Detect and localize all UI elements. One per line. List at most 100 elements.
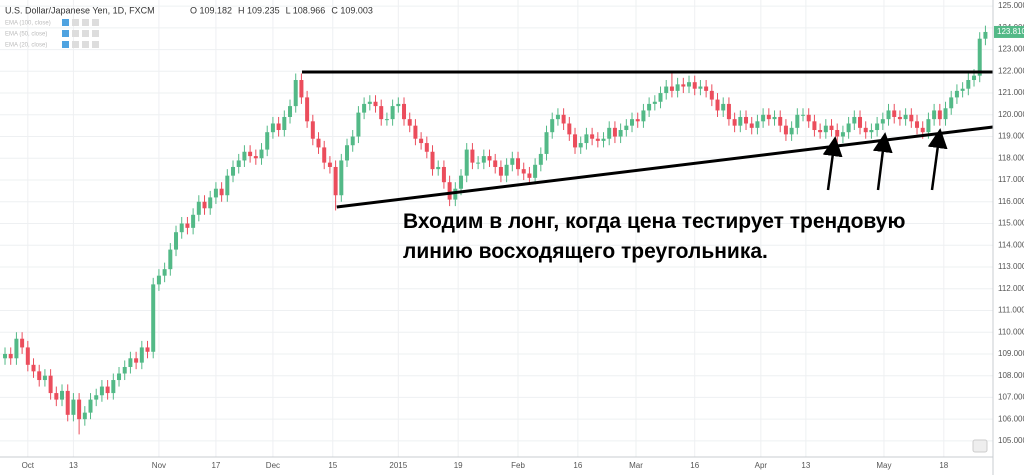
candle-body [504, 164, 509, 176]
candle-body [846, 123, 851, 133]
candle-body [744, 116, 749, 124]
candle-body [327, 162, 332, 167]
candle-body [48, 375, 53, 394]
candle-body [840, 132, 845, 137]
candle-body [721, 103, 726, 111]
x-tick-label: Apr [755, 461, 768, 470]
candle-body [481, 156, 486, 163]
candle-body [664, 86, 669, 94]
axes: 105.000 106.000 107.000 108.000 109.000 110.0… [22, 1, 1024, 470]
candle-body [390, 106, 395, 120]
candle-body [213, 188, 218, 198]
candle-body [419, 138, 424, 144]
candle-body [966, 80, 971, 89]
candle-body [601, 138, 606, 141]
indicator-button [62, 41, 69, 48]
candle-body [196, 201, 201, 215]
y-tick-label: 118.000 [998, 153, 1024, 162]
candle-body [134, 358, 139, 363]
candle-body [738, 116, 743, 126]
x-tick-label: May [876, 461, 891, 470]
y-tick-label: 113.000 [998, 262, 1024, 271]
candle-body [71, 399, 76, 415]
candle-body [709, 90, 714, 100]
candle-body [578, 143, 583, 148]
candle-body [111, 380, 116, 394]
candle-body [31, 364, 36, 372]
candle-body [584, 134, 589, 144]
candle-body [202, 201, 207, 209]
y-tick-label: 105.000 [998, 436, 1024, 445]
y-tick-label: 117.000 [998, 175, 1024, 184]
y-tick-label: 111.000 [998, 306, 1024, 315]
candle-body [122, 366, 127, 374]
candle-body [755, 121, 760, 128]
candle-body [310, 121, 315, 139]
candle-body [8, 353, 13, 359]
arrow [822, 136, 843, 191]
candle-body [704, 86, 709, 91]
x-tick-label: 19 [454, 461, 463, 470]
candle-body [25, 347, 30, 365]
candle-body [476, 162, 481, 164]
candle-body [960, 88, 965, 91]
candle-body [179, 223, 184, 233]
indicator-button [62, 30, 69, 37]
candle-body [276, 123, 281, 131]
candle-body [972, 75, 977, 81]
candle-body [185, 223, 190, 228]
y-tick-label: 125.000 [998, 1, 1024, 10]
candle-body [937, 110, 942, 120]
candle-body [60, 390, 65, 400]
last-price-label: 123.810 [997, 27, 1024, 36]
candle-body [886, 110, 891, 120]
candle-body [926, 119, 931, 133]
candle-body [573, 134, 578, 148]
x-tick-label: 16 [573, 461, 582, 470]
x-tick-label: 13 [69, 461, 78, 470]
candle-body [943, 108, 948, 120]
candle-body [350, 136, 355, 146]
annotation-line: линию восходящего треугольника. [403, 240, 768, 263]
indicator-button [72, 30, 79, 37]
candle-body [949, 97, 954, 109]
candle-body [954, 90, 959, 98]
candle-body [698, 86, 703, 89]
y-tick-label: 122.000 [998, 66, 1024, 75]
candle-body [829, 125, 834, 131]
candle-body [669, 86, 674, 91]
candle-body [516, 158, 521, 170]
candle-body [379, 106, 384, 120]
candle-body [789, 127, 794, 135]
indicator-button [82, 30, 89, 37]
candle-body [533, 164, 538, 178]
candle-body [818, 130, 823, 133]
candle-body [99, 386, 104, 396]
candle-body [630, 119, 635, 126]
indicator-button [92, 41, 99, 48]
y-tick-label: 123.000 [998, 45, 1024, 54]
indicator-button [72, 19, 79, 26]
candle-body [498, 166, 503, 176]
y-tick-label: 107.000 [998, 393, 1024, 402]
candle-body [128, 358, 133, 367]
candle-body [288, 106, 293, 117]
candle-body [20, 338, 25, 348]
x-tick-label: 16 [690, 461, 699, 470]
candle-body [909, 114, 914, 122]
y-tick-label: 110.000 [998, 327, 1024, 336]
trend-line [336, 125, 994, 209]
candle-body [778, 116, 783, 126]
x-tick-label: Feb [511, 461, 525, 470]
candle-body [567, 123, 572, 135]
candle-body [270, 123, 275, 133]
candle-body [356, 112, 361, 137]
candle-body [772, 116, 777, 120]
candle-body [687, 82, 692, 87]
candle-body [37, 371, 42, 381]
candle-body [384, 119, 389, 121]
candle-body [362, 103, 367, 113]
settings-button[interactable] [972, 439, 988, 453]
candle-body [590, 134, 595, 139]
y-tick-label: 120.000 [998, 110, 1024, 119]
